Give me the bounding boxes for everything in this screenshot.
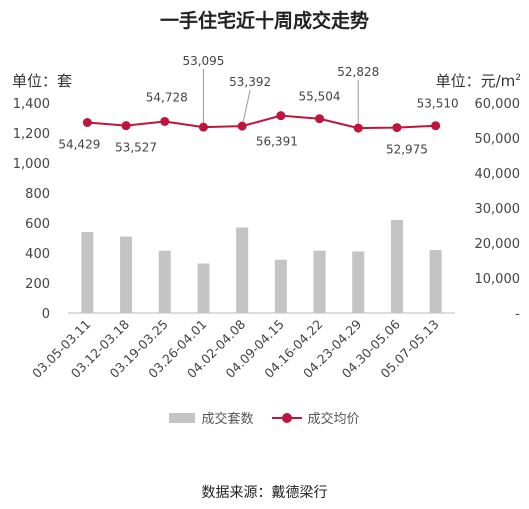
- price-point: [431, 121, 441, 131]
- bar-03.12-03.18: [120, 236, 133, 313]
- left-tick-label: 0: [42, 307, 50, 322]
- legend-label-line: 成交均价: [307, 412, 360, 427]
- price-label: 52,828: [337, 65, 379, 79]
- price-label: 55,504: [299, 90, 341, 104]
- price-label: 56,391: [256, 135, 298, 149]
- label-callouts: [202, 69, 359, 129]
- x-axis-labels: 03.05-03.1103.12-03.1803.19-03.2503.26-0…: [29, 316, 442, 380]
- price-label: 53,527: [115, 141, 157, 155]
- bar-05.07-05.13: [429, 250, 442, 313]
- right-axis-unit-text: 单位：元/m: [435, 72, 516, 90]
- bar-04.30-05.06: [390, 220, 403, 313]
- right-tick-label: 60,000: [475, 97, 521, 112]
- price-point: [392, 123, 402, 133]
- price-point: [198, 122, 208, 132]
- left-tick-label: 800: [25, 187, 50, 202]
- right-tick-label: -: [515, 307, 520, 322]
- price-point: [315, 114, 325, 124]
- price-label: 54,429: [58, 137, 100, 151]
- legend-item-bars: 成交套数: [169, 408, 254, 427]
- bar-03.05-03.11: [81, 232, 94, 313]
- right-tick-label: 10,000: [475, 272, 521, 287]
- legend: 成交套数 成交均价: [0, 408, 529, 427]
- line-series: 54,429 53,527 54,728 53,095 53,392 56,391 55,5…: [58, 54, 458, 156]
- price-point: [82, 117, 92, 127]
- price-label: 52,975: [386, 143, 428, 157]
- right-tick-label: 30,000: [475, 202, 521, 217]
- right-tick-label: 20,000: [475, 237, 521, 252]
- leader-line: [241, 90, 251, 127]
- left-tick-label: 600: [25, 217, 50, 232]
- right-axis-unit: 单位：元/m2: [436, 70, 521, 91]
- left-tick-label: 200: [25, 277, 50, 292]
- price-label: 53,095: [182, 54, 224, 68]
- bar-04.02-04.08: [236, 227, 249, 313]
- data-source: 数据来源：戴德梁行: [201, 485, 328, 501]
- price-line: [87, 114, 436, 130]
- price-point: [121, 121, 131, 131]
- right-tick-label: 50,000: [475, 132, 521, 147]
- chart-canvas: 0 200 400 600 800 1,000 1,200 1,400 - 10,000 20,0…: [13, 54, 521, 381]
- legend-item-line: 成交均价: [271, 408, 360, 427]
- price-label: 53,392: [229, 75, 271, 89]
- right-axis-unit-exponent: 2: [515, 73, 521, 83]
- bar-04.09-04.15: [274, 259, 287, 313]
- legend-label-bars: 成交套数: [201, 412, 254, 427]
- price-point: [353, 123, 363, 133]
- chart-title: 一手住宅近十周成交走势: [159, 10, 369, 32]
- price-point: [160, 116, 170, 126]
- left-tick-label: 1,000: [13, 157, 50, 172]
- price-point: [276, 111, 286, 121]
- left-axis-unit: 单位：套: [12, 72, 73, 90]
- legend-swatch-bar: [169, 412, 196, 423]
- price-point: [237, 121, 247, 131]
- bar-03.19-03.25: [158, 250, 171, 313]
- right-axis: - 10,000 20,000 30,000 40,000 50,000 60,000: [475, 97, 521, 322]
- left-tick-label: 1,200: [13, 127, 50, 142]
- price-label: 54,728: [146, 90, 188, 104]
- bar-04.23-04.29: [352, 251, 365, 313]
- bar-04.16-04.22: [313, 250, 326, 313]
- left-axis: 0 200 400 600 800 1,000 1,200 1,400: [13, 97, 50, 322]
- left-tick-label: 1,400: [13, 97, 50, 112]
- legend-swatch-line: [271, 412, 302, 424]
- bar-03.26-04.01: [197, 263, 210, 313]
- price-label: 53,510: [417, 97, 459, 111]
- bar-series: [81, 220, 442, 313]
- right-tick-label: 40,000: [475, 167, 521, 182]
- left-tick-label: 400: [25, 247, 50, 262]
